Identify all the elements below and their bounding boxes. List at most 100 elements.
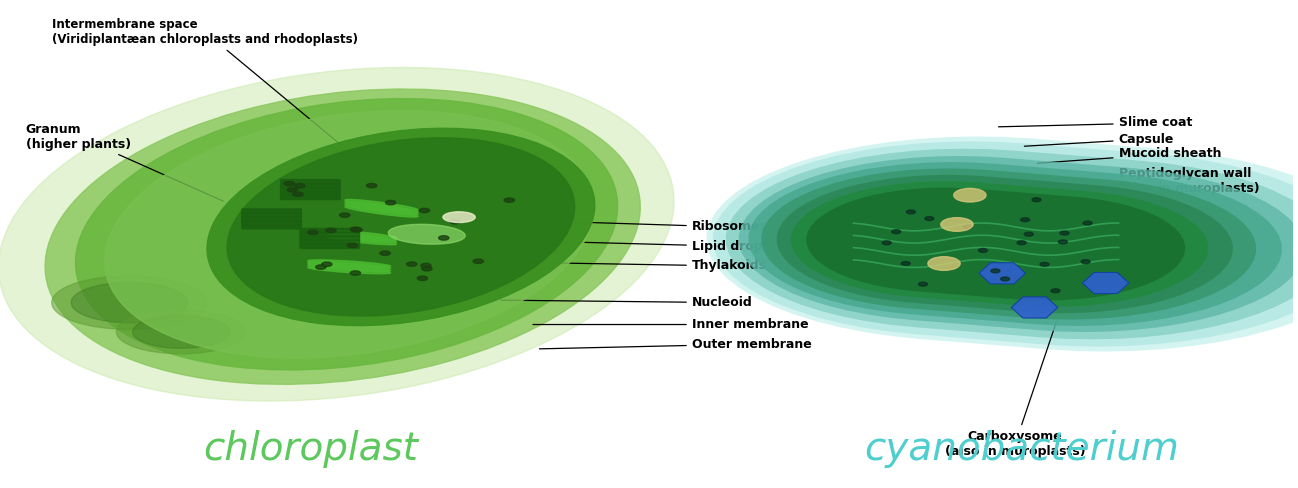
Ellipse shape	[308, 262, 391, 269]
Ellipse shape	[928, 257, 961, 270]
Ellipse shape	[1058, 240, 1067, 244]
FancyBboxPatch shape	[280, 180, 340, 184]
Text: Slime coat: Slime coat	[998, 117, 1192, 129]
Ellipse shape	[206, 128, 594, 325]
FancyBboxPatch shape	[241, 221, 301, 225]
Ellipse shape	[308, 230, 318, 235]
Ellipse shape	[1032, 198, 1041, 202]
Ellipse shape	[941, 218, 974, 231]
Ellipse shape	[284, 182, 295, 186]
Ellipse shape	[421, 264, 431, 268]
Ellipse shape	[417, 276, 427, 281]
Ellipse shape	[327, 232, 396, 241]
Ellipse shape	[327, 230, 396, 238]
Polygon shape	[776, 175, 1233, 313]
Ellipse shape	[419, 208, 430, 213]
Polygon shape	[1083, 272, 1129, 294]
FancyBboxPatch shape	[280, 191, 340, 196]
Polygon shape	[713, 142, 1298, 346]
Ellipse shape	[380, 251, 391, 255]
Ellipse shape	[954, 188, 986, 202]
Polygon shape	[806, 187, 1185, 301]
Ellipse shape	[327, 237, 396, 245]
Ellipse shape	[925, 217, 933, 221]
Text: cyanobacterium: cyanobacterium	[864, 430, 1179, 468]
FancyBboxPatch shape	[241, 209, 301, 213]
Ellipse shape	[1040, 263, 1049, 266]
Ellipse shape	[504, 198, 514, 203]
Text: chloroplast: chloroplast	[202, 430, 418, 468]
Ellipse shape	[350, 227, 361, 231]
Ellipse shape	[919, 282, 928, 286]
Polygon shape	[1011, 297, 1058, 318]
Text: Nucleoid: Nucleoid	[501, 296, 753, 309]
Ellipse shape	[990, 269, 999, 273]
Ellipse shape	[386, 201, 396, 205]
Ellipse shape	[350, 271, 361, 275]
Polygon shape	[979, 263, 1025, 284]
FancyBboxPatch shape	[241, 213, 301, 217]
Ellipse shape	[439, 236, 449, 240]
Ellipse shape	[105, 111, 593, 358]
Ellipse shape	[71, 283, 187, 323]
FancyBboxPatch shape	[280, 195, 340, 200]
FancyBboxPatch shape	[300, 244, 360, 248]
Ellipse shape	[352, 227, 362, 232]
Polygon shape	[739, 156, 1298, 332]
Polygon shape	[762, 168, 1256, 320]
Ellipse shape	[315, 265, 326, 269]
Ellipse shape	[340, 213, 350, 217]
Ellipse shape	[906, 210, 915, 214]
Ellipse shape	[449, 220, 459, 224]
Ellipse shape	[963, 225, 972, 229]
Text: Peptidoglycan wall
(also in muroplasts): Peptidoglycan wall (also in muroplasts)	[1096, 166, 1259, 216]
Ellipse shape	[308, 264, 391, 271]
FancyBboxPatch shape	[300, 232, 360, 237]
Ellipse shape	[327, 235, 396, 243]
FancyBboxPatch shape	[280, 183, 340, 188]
Ellipse shape	[117, 310, 245, 354]
FancyBboxPatch shape	[300, 236, 360, 241]
FancyBboxPatch shape	[241, 224, 301, 229]
Polygon shape	[749, 162, 1282, 326]
Ellipse shape	[287, 188, 297, 192]
Ellipse shape	[322, 262, 332, 266]
Text: Mucoid sheath: Mucoid sheath	[1037, 147, 1221, 163]
Ellipse shape	[1083, 221, 1092, 225]
Text: Capsule: Capsule	[1024, 133, 1173, 146]
Polygon shape	[790, 181, 1208, 307]
Ellipse shape	[901, 262, 910, 265]
Ellipse shape	[422, 266, 432, 271]
Ellipse shape	[227, 138, 575, 316]
FancyBboxPatch shape	[280, 187, 340, 192]
Ellipse shape	[443, 212, 475, 223]
Ellipse shape	[308, 260, 391, 267]
Ellipse shape	[345, 200, 418, 210]
Ellipse shape	[0, 67, 674, 401]
Ellipse shape	[348, 244, 358, 248]
Ellipse shape	[293, 192, 304, 197]
Ellipse shape	[45, 89, 640, 385]
Text: Ribosomes: Ribosomes	[423, 217, 767, 233]
Text: Intermembrane space
(Viridiplantæan chloroplasts and rhodoplasts): Intermembrane space (Viridiplantæan chlo…	[52, 18, 358, 144]
FancyBboxPatch shape	[300, 240, 360, 244]
Ellipse shape	[388, 224, 465, 244]
Ellipse shape	[75, 99, 618, 370]
Ellipse shape	[1018, 241, 1027, 244]
Text: Thylakoids: Thylakoids	[449, 260, 767, 272]
Ellipse shape	[979, 248, 988, 252]
Ellipse shape	[406, 262, 417, 266]
Ellipse shape	[1024, 232, 1033, 236]
FancyBboxPatch shape	[241, 217, 301, 221]
Ellipse shape	[326, 228, 336, 233]
Ellipse shape	[132, 315, 230, 348]
Ellipse shape	[1001, 277, 1010, 281]
Polygon shape	[726, 149, 1298, 339]
Text: Lipid droplet: Lipid droplet	[466, 239, 781, 253]
Ellipse shape	[308, 266, 391, 274]
Polygon shape	[706, 137, 1298, 351]
Text: Inner membrane: Inner membrane	[533, 318, 809, 331]
Ellipse shape	[883, 241, 892, 245]
Ellipse shape	[345, 206, 418, 217]
Ellipse shape	[1051, 289, 1060, 293]
